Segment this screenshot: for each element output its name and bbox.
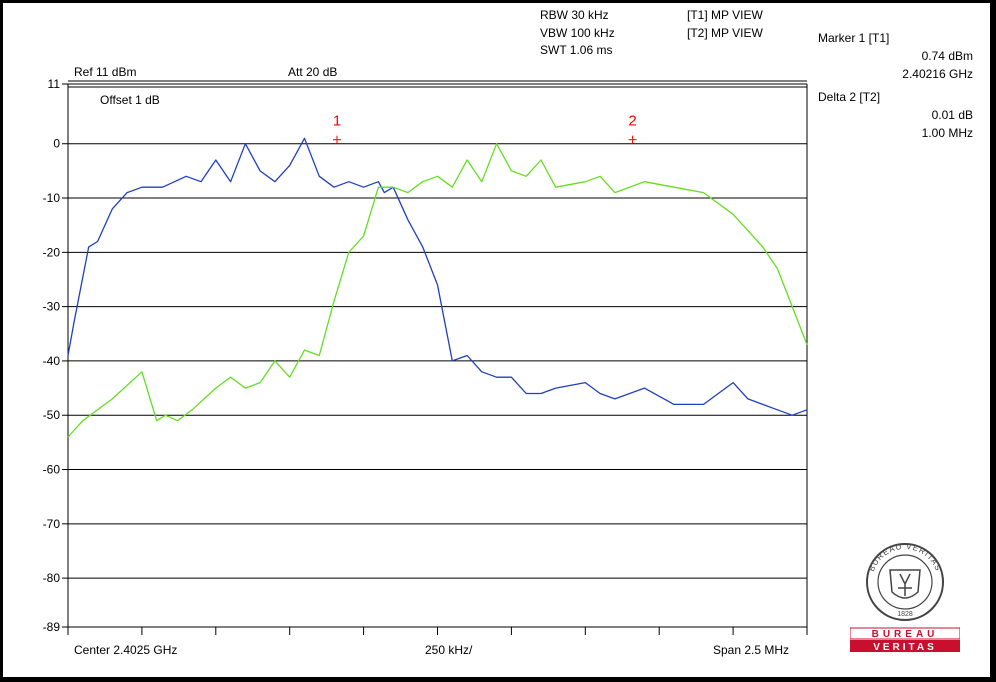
marker-1-label: 1 bbox=[333, 113, 341, 130]
y-tick-label: -80 bbox=[43, 571, 61, 585]
center-frequency-label: Center 2.4025 GHz bbox=[74, 643, 178, 657]
swt-label: SWT 1.06 ms bbox=[540, 43, 613, 57]
marker1-frequency: 2.40216 GHz bbox=[902, 67, 973, 81]
span-label: Span 2.5 MHz bbox=[713, 643, 790, 657]
marker1-level: 0.74 dBm bbox=[921, 49, 973, 63]
t1-mode-label: [T1] MP VIEW bbox=[687, 8, 763, 22]
bureau-veritas-logo: BUREAU VERITAS 1828 BUREAU VERITAS bbox=[850, 542, 960, 653]
logo-top-bar bbox=[850, 627, 960, 640]
trace-t1 bbox=[67, 137, 808, 416]
y-tick-label: -10 bbox=[43, 191, 61, 205]
logo-bottom-bar bbox=[850, 640, 960, 652]
logo-word-veritas: VERITAS bbox=[873, 642, 937, 653]
grid bbox=[67, 80, 808, 628]
y-tick-label: 0 bbox=[53, 137, 60, 151]
y-axis: 11 0 -10 -20 -30 -40 -50 -60 -70 -80 -89 bbox=[43, 77, 68, 634]
logo-year: 1828 bbox=[897, 611, 913, 618]
logo-word-bureau: BUREAU bbox=[872, 629, 939, 640]
y-tick-label: -30 bbox=[43, 300, 61, 314]
marker-2-label: 2 bbox=[628, 113, 636, 130]
offset-label: Offset 1 dB bbox=[100, 93, 160, 107]
y-tick-label: -60 bbox=[43, 463, 61, 477]
trace-t2 bbox=[67, 143, 808, 438]
delta2-level: 0.01 dB bbox=[931, 108, 973, 122]
y-tick-label: -40 bbox=[43, 354, 61, 368]
attenuation-label: Att 20 dB bbox=[288, 65, 338, 79]
y-tick-label: -50 bbox=[43, 408, 61, 422]
y-tick-label: -89 bbox=[43, 620, 61, 634]
logo-ring-text: BUREAU VERITAS bbox=[867, 542, 942, 573]
svg-text:BUREAU VERITAS: BUREAU VERITAS bbox=[867, 542, 943, 573]
division-label: 250 kHz/ bbox=[425, 643, 473, 657]
ref-level-label: Ref 11 dBm bbox=[74, 65, 137, 79]
delta2-title: Delta 2 [T2] bbox=[818, 90, 881, 104]
t2-mode-label: [T2] MP VIEW bbox=[687, 26, 763, 40]
vbw-label: VBW 100 kHz bbox=[540, 26, 615, 40]
rbw-label: RBW 30 kHz bbox=[540, 8, 609, 22]
x-axis bbox=[67, 627, 808, 635]
y-tick-label: 11 bbox=[48, 77, 61, 91]
traces bbox=[67, 137, 808, 438]
y-tick-label: -20 bbox=[43, 245, 61, 259]
marker1-title: Marker 1 [T1] bbox=[818, 31, 890, 45]
delta2-frequency: 1.00 MHz bbox=[921, 126, 973, 140]
y-tick-label: -70 bbox=[43, 517, 61, 531]
